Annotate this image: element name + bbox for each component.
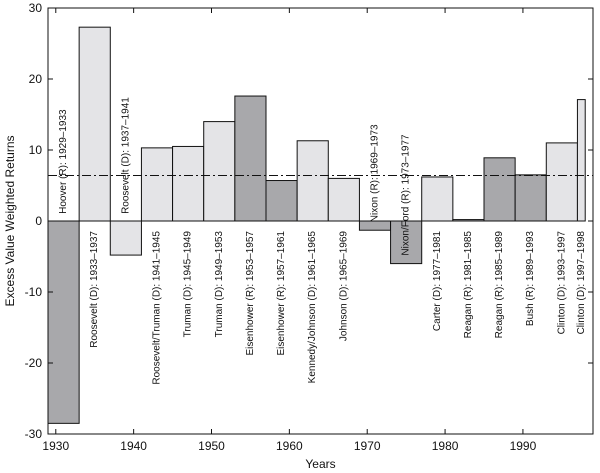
bar: [483, 157, 516, 222]
bar-label: Reagan (R): 1981–1985: [463, 231, 474, 339]
y-tick-label: -20: [25, 356, 43, 370]
x-tick-label: 1960: [276, 439, 303, 453]
bar-label: Nixon/Ford (R): 1973–1977: [401, 134, 412, 256]
bar: [545, 142, 578, 222]
bar-label: Bush (R): 1989–1993: [525, 231, 536, 327]
bar-label: Roosevelt (D): 1933–1937: [89, 231, 100, 348]
bar-label: Eisenhower (R): 1953–1957: [245, 231, 256, 356]
bar-label: Nixon (R): 1969–1973: [370, 124, 381, 222]
bar: [421, 176, 454, 222]
y-tick-label: -10: [25, 285, 43, 299]
y-tick-label: 10: [29, 143, 43, 157]
bar-label: Roosevelt/Truman (D): 1941–1945: [152, 231, 163, 385]
x-axis-label: Years: [305, 457, 335, 471]
bars-layer: [47, 26, 586, 424]
bar: [47, 220, 80, 424]
bar: [109, 220, 142, 256]
y-tick-label: 20: [29, 72, 43, 86]
x-tick-label: 1970: [354, 439, 381, 453]
y-tick-label: 0: [35, 214, 42, 228]
y-ticks-layer: -30 -20 -10 0 10 20 30: [25, 1, 593, 441]
y-tick-label: -30: [25, 427, 43, 441]
bar: [514, 174, 547, 222]
x-tick-label: 1940: [120, 439, 147, 453]
bar: [234, 95, 267, 222]
bar: [390, 220, 423, 265]
bar-label: Clinton (D): 1997–1998: [576, 231, 587, 335]
x-tick-label: 1980: [432, 439, 459, 453]
bar-label: Hoover (R): 1929–1933: [58, 109, 69, 214]
bar-label: Reagan (R): 1985–1989: [494, 231, 505, 339]
x-tick-label: 1950: [198, 439, 225, 453]
bar-label: Roosevelt (D): 1937–1941: [120, 97, 131, 214]
bar: [78, 26, 111, 222]
bar: [265, 180, 298, 222]
bar-label: Truman (D): 1945–1949: [183, 231, 194, 338]
y-axis-label: Excess Value Weighted Returns: [3, 136, 17, 307]
x-tick-label: 1990: [510, 439, 537, 453]
x-ticks-layer: 1930 1940 1950 1960 1970 1980 1990: [42, 8, 537, 453]
bar: [296, 140, 329, 222]
bar-label: Clinton (D): 1993–1997: [556, 231, 567, 335]
bar: [140, 147, 174, 222]
bar: [172, 145, 205, 222]
x-tick-label: 1930: [42, 439, 69, 453]
bar-label: Johnson (D): 1965–1969: [338, 231, 349, 342]
bar: [452, 219, 485, 222]
bar-label: Truman (D): 1949–1953: [214, 231, 225, 338]
bar: [576, 99, 586, 222]
bar-label: Carter (D): 1977–1981: [432, 231, 443, 331]
y-tick-label: 30: [29, 1, 43, 15]
bar: [327, 177, 360, 222]
bar-label: Eisenhower (R): 1957–1961: [276, 231, 287, 356]
bar-label: Kennedy/Johnson (D): 1961–1965: [307, 231, 318, 384]
bar-labels-layer: Hoover (R): 1929–1933 Roosevelt (D): 1933…: [58, 97, 587, 385]
bar: [203, 121, 236, 222]
